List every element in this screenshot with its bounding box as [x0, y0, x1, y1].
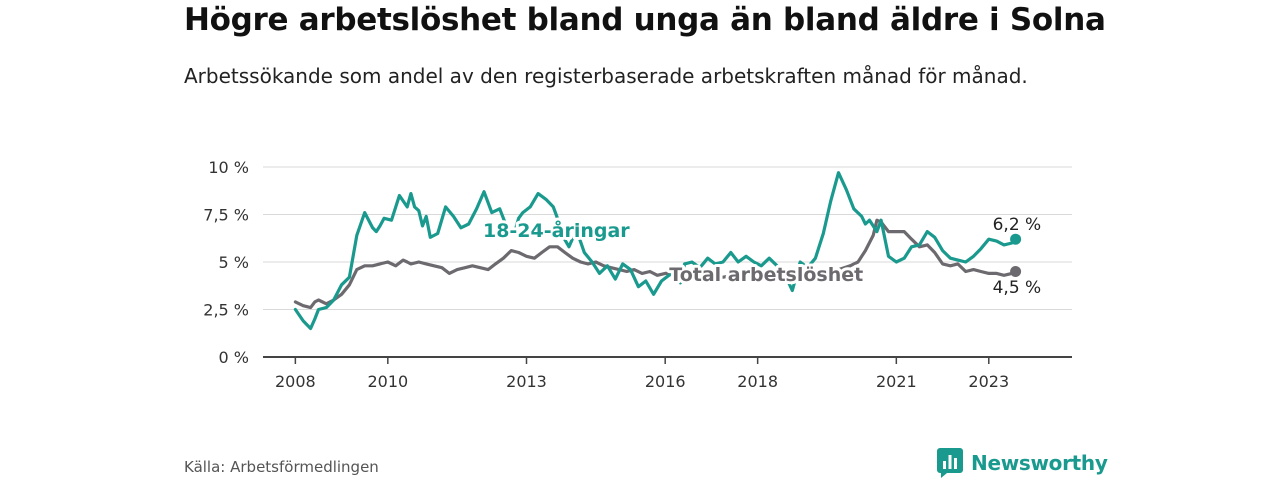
series-line-total: [293, 218, 1018, 310]
y-tick-label: 0 %: [219, 348, 249, 367]
newsworthy-brand: Newsworthy: [937, 448, 1108, 478]
y-tick-label: 10 %: [208, 158, 249, 177]
series-label-youth: 18-24-åringar: [483, 218, 630, 242]
end-value-label-total: 4,5 %: [993, 278, 1042, 298]
y-tick-label: 5 %: [219, 253, 249, 272]
x-tick-label: 2013: [506, 372, 547, 391]
y-axis: 0 % 2,5 % 5 % 7,5 % 10 %: [203, 158, 249, 367]
x-tick-label: 2016: [645, 372, 686, 391]
x-tick-label: 2018: [737, 372, 778, 391]
series-label-total: Total arbetslöshet: [669, 264, 863, 286]
endpoint-marker-total: [1010, 266, 1022, 277]
series-line-youth: [293, 171, 1018, 331]
end-value-label-youth: 6,2 %: [993, 215, 1042, 235]
series-labels: 18-24-åringar Total arbetslöshet 6,2 % 4,5 …: [480, 215, 1042, 298]
source-note: Källa: Arbetsförmedlingen: [184, 458, 379, 476]
x-tick-label: 2008: [275, 372, 316, 391]
x-tick-label: 2021: [876, 372, 917, 391]
x-tick-label: 2010: [367, 372, 408, 391]
x-axis: 2008 2010 2013 2016 2018 2021 2023: [263, 356, 1072, 391]
x-tick-label: 2023: [968, 372, 1009, 391]
newsworthy-logo-icon: [937, 448, 963, 478]
gridlines: [263, 166, 1072, 310]
y-tick-label: 7,5 %: [203, 206, 249, 225]
brand-name: Newsworthy: [971, 451, 1108, 475]
endpoint-marker-youth: [1010, 233, 1022, 245]
chart-subtitle: Arbetssökande som andel av den registerb…: [184, 64, 1028, 88]
y-tick-label: 2,5 %: [203, 301, 249, 320]
series-lines: [293, 171, 1022, 331]
chart-title: Högre arbetslöshet bland unga än bland ä…: [184, 2, 1106, 38]
line-chart: 0 % 2,5 % 5 % 7,5 % 10 % 2008 2010 2013 2016 201…: [203, 158, 1072, 391]
